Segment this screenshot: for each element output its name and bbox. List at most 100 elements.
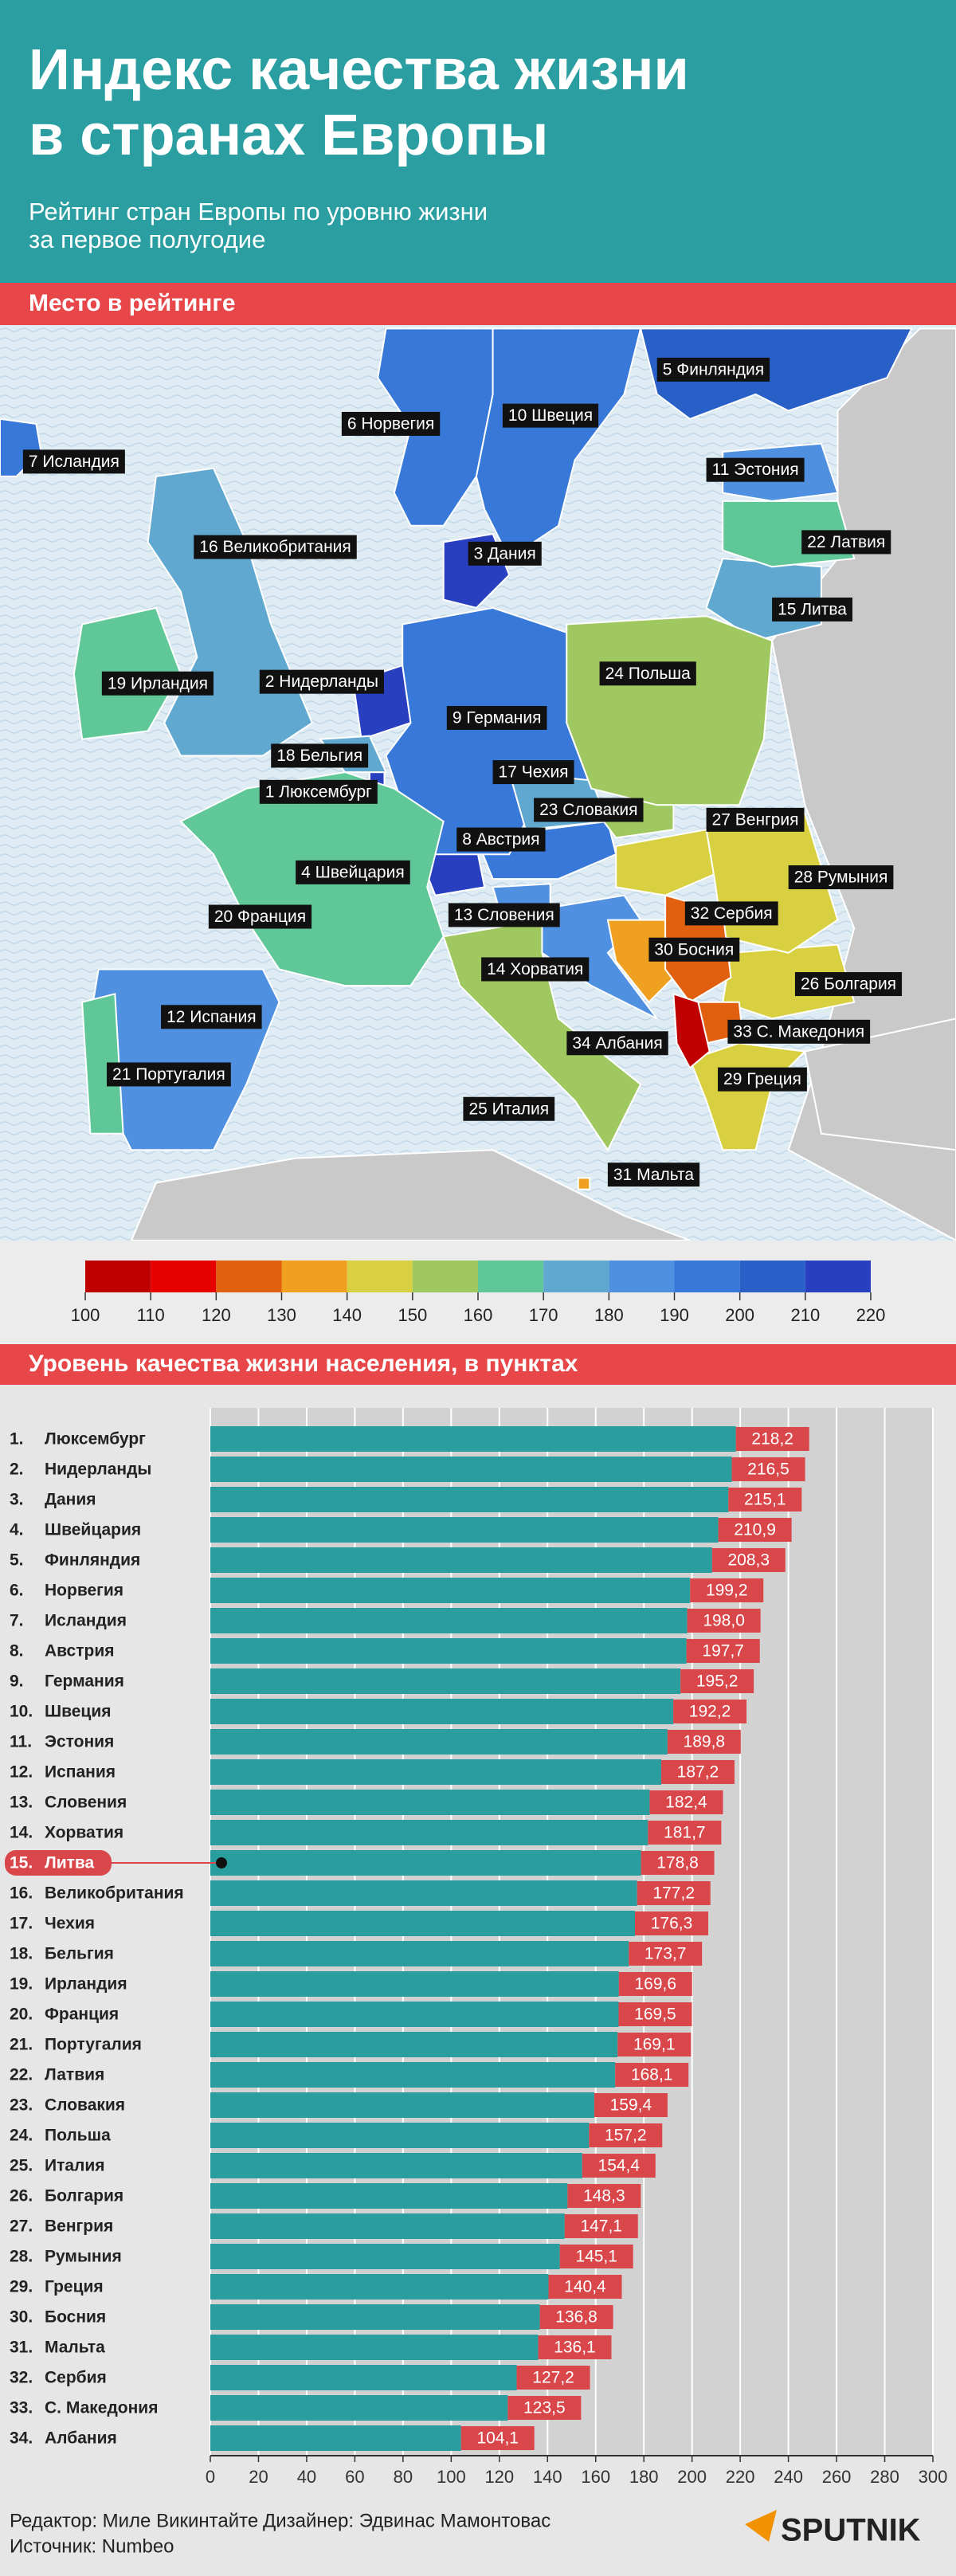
bar — [210, 2335, 539, 2360]
value-label: 199,2 — [706, 1582, 748, 1600]
land — [804, 1017, 956, 1151]
legend-tick-label: 170 — [529, 1305, 558, 1325]
rank-label: 34. — [10, 2429, 33, 2448]
x-tick-label: 260 — [822, 2467, 852, 2487]
value-label: 173,7 — [645, 1945, 687, 1963]
bar — [210, 2092, 594, 2118]
map-label-box — [341, 411, 441, 436]
value-label: 104,1 — [476, 2429, 519, 2448]
map-label: 9 Германия — [453, 709, 542, 727]
footer-source: Источник: Numbeo — [10, 2535, 174, 2557]
map-label-box — [502, 403, 599, 428]
value-label-box — [680, 1669, 754, 1693]
category-label: Сербия — [45, 2369, 107, 2387]
map-label-box — [772, 597, 853, 621]
map-label: 1 Люксембург — [265, 782, 372, 801]
map-label-box — [259, 779, 378, 804]
category-label: Словения — [45, 1794, 127, 1812]
x-tick-label: 40 — [297, 2467, 316, 2487]
value-label-box — [589, 2123, 663, 2147]
value-label-box — [649, 1790, 723, 1814]
category-label: Италия — [45, 2157, 105, 2175]
map-label: 12 Испания — [167, 1008, 257, 1026]
map-label: 34 Албания — [572, 1034, 662, 1053]
map-label-box — [446, 706, 547, 731]
section-title: Уровень качества жизни населения, в пунк… — [29, 1351, 578, 1377]
country — [722, 943, 856, 1020]
subtitle: за первое полугодие — [29, 225, 265, 253]
rank-label: 16. — [10, 1884, 33, 1903]
map-label-box — [656, 357, 770, 382]
bar — [210, 1971, 619, 1997]
bar — [210, 1759, 661, 1785]
value-label-box — [687, 1609, 761, 1633]
category-label: Литва — [45, 1854, 95, 1872]
map-label: 4 Швейцария — [301, 863, 405, 881]
footer-editor: Редактор: Миле Викинтайте — [10, 2510, 258, 2531]
value-label: 181,7 — [664, 1824, 706, 1842]
rank-label: 12. — [10, 1763, 33, 1782]
map-label: 32 Сербия — [691, 904, 773, 923]
rank-label: 24. — [10, 2127, 33, 2145]
legend-tick-label: 110 — [137, 1305, 165, 1325]
rank-label: 20. — [10, 2006, 33, 2024]
category-label: Швейцария — [45, 1521, 141, 1539]
map-label: 15 Литва — [778, 600, 847, 618]
map-label-box — [492, 760, 574, 785]
bar — [210, 2274, 549, 2300]
country — [615, 829, 724, 896]
legend-tick-label: 120 — [202, 1305, 231, 1325]
category-label: Албания — [45, 2429, 117, 2448]
bar — [210, 2032, 618, 2057]
map-label-box — [22, 449, 125, 474]
legend-swatch — [216, 1261, 282, 1292]
bar — [210, 2213, 565, 2239]
legend-swatch — [151, 1261, 217, 1292]
x-tick-label: 300 — [919, 2467, 948, 2487]
category-label: Польша — [45, 2127, 111, 2145]
value-label-box — [637, 1881, 711, 1905]
value-label-box — [629, 1942, 703, 1966]
value-label-box — [548, 2275, 622, 2299]
rank-label: 5. — [10, 1551, 24, 1570]
bar — [210, 1668, 681, 1694]
bar — [210, 1729, 668, 1755]
footer-designer: Дизайнер: Эдвинас Мамонтовас — [263, 2510, 550, 2531]
value-label-box — [538, 2335, 612, 2359]
header-bg — [0, 0, 956, 283]
rank-label: 32. — [10, 2369, 33, 2387]
map-label: 24 Польша — [605, 665, 692, 683]
map-label-box — [684, 901, 778, 926]
rank-label: 1. — [10, 1430, 24, 1449]
x-tick-label: 60 — [345, 2467, 364, 2487]
rank-label: 18. — [10, 1945, 33, 1963]
legend-swatch — [543, 1261, 609, 1292]
map-label-box — [788, 865, 894, 890]
bar — [210, 2395, 508, 2421]
map-label: 28 Румыния — [794, 868, 888, 887]
map-label: 26 Болгария — [801, 975, 896, 994]
map-label: 25 Италия — [468, 1100, 549, 1118]
bar — [210, 2365, 517, 2390]
bar — [210, 1578, 691, 1603]
x-tick-label: 240 — [774, 2467, 803, 2487]
value-label-box — [507, 2396, 582, 2420]
map-label: 31 Мальта — [613, 1166, 695, 1184]
map-label: 11 Эстония — [712, 461, 799, 479]
country — [577, 1177, 591, 1190]
legend-tick-label: 220 — [856, 1305, 886, 1325]
value-label-box — [711, 1548, 786, 1572]
rank-label: 29. — [10, 2278, 33, 2296]
legend-tick-label: 200 — [725, 1305, 754, 1325]
category-label: Эстония — [45, 1733, 114, 1751]
map-label: 23 Словакия — [539, 801, 637, 819]
map-label-box — [456, 827, 546, 852]
map-label-box — [794, 972, 903, 997]
value-label: 216,5 — [747, 1461, 789, 1479]
x-tick-label: 80 — [394, 2467, 413, 2487]
rank-label: 10. — [10, 1703, 33, 1721]
value-label-box — [567, 2184, 641, 2208]
bar — [210, 1911, 636, 1936]
legend-tick-label: 150 — [398, 1305, 427, 1325]
legend-swatch — [478, 1261, 544, 1292]
